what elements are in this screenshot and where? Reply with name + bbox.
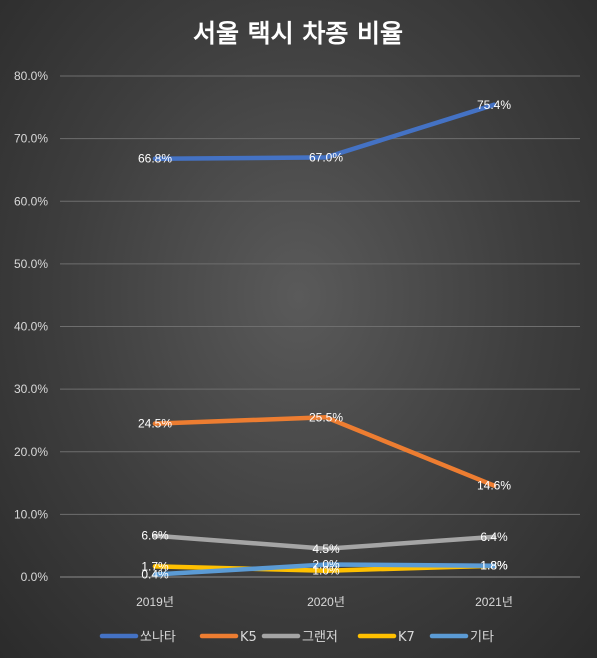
x-tick-label: 2020년 xyxy=(307,595,345,609)
y-tick-label: 50.0% xyxy=(14,257,48,271)
legend-label: 기타 xyxy=(470,630,494,645)
legend-item: 쏘나타 xyxy=(99,630,176,645)
data-point xyxy=(323,562,329,567)
legend-item: K5 xyxy=(199,630,257,645)
legend-item: K7 xyxy=(357,630,415,645)
chart-title: 서울 택시 차종 비율 xyxy=(193,19,403,48)
data-label: 75.4% xyxy=(477,98,511,112)
data-point xyxy=(323,568,329,573)
data-label: 6.4% xyxy=(480,530,508,544)
data-point xyxy=(152,533,158,538)
legend-item: 그랜저 xyxy=(261,630,338,645)
y-tick-label: 30.0% xyxy=(14,382,48,396)
y-tick-label: 80.0% xyxy=(14,69,48,83)
y-tick-label: 70.0% xyxy=(14,132,48,146)
data-label: 14.6% xyxy=(477,479,511,493)
data-label: 1.7% xyxy=(141,559,169,573)
data-point xyxy=(152,572,158,577)
data-point xyxy=(152,156,158,161)
legend: 쏘나타 K5 그랜저 K7 기타 xyxy=(99,630,494,645)
y-axis: 0.0% 10.0% 20.0% 30.0% 40.0% 50.0% 60.0% 70.0% 8… xyxy=(14,69,48,584)
data-label: 2.0% xyxy=(312,557,340,571)
y-tick-label: 10.0% xyxy=(14,507,48,521)
data-point xyxy=(491,483,497,488)
y-tick-label: 40.0% xyxy=(14,320,48,334)
data-label: 67.0% xyxy=(309,150,343,164)
data-label: 24.5% xyxy=(138,417,172,431)
data-point xyxy=(323,155,329,160)
data-label: 1.0% xyxy=(312,564,340,578)
data-point xyxy=(491,534,497,540)
y-tick-label: 20.0% xyxy=(14,445,48,459)
data-label: 6.6% xyxy=(141,529,169,543)
data-point xyxy=(491,102,497,108)
data-label: 1.8% xyxy=(480,559,508,573)
data-point xyxy=(323,546,329,552)
data-label: 0.4% xyxy=(141,567,169,581)
x-axis: 2019년 2020년 2021년 xyxy=(136,595,513,609)
data-label: 1.8% xyxy=(480,559,508,573)
data-point xyxy=(152,421,158,426)
data-labels: 66.8% 67.0% 75.4% 24.5% 25.5% 14.6% 6.6% 4.5% 6.… xyxy=(138,98,511,582)
series-lines xyxy=(152,102,497,577)
legend-label: K5 xyxy=(240,630,257,645)
gridlines xyxy=(60,75,580,578)
legend-label: K7 xyxy=(398,630,415,645)
x-tick-label: 2019년 xyxy=(136,595,174,609)
legend-label: 쏘나타 xyxy=(140,630,176,645)
legend-label: 그랜저 xyxy=(302,630,338,645)
data-point xyxy=(491,563,497,568)
y-tick-label: 60.0% xyxy=(14,194,48,208)
data-label: 4.5% xyxy=(312,542,340,556)
x-tick-label: 2021년 xyxy=(475,595,513,609)
y-tick-label: 0.0% xyxy=(21,570,49,584)
legend-item: 기타 xyxy=(429,630,494,645)
data-label: 25.5% xyxy=(309,410,343,424)
data-point xyxy=(323,415,329,420)
data-point xyxy=(152,564,158,569)
data-label: 66.8% xyxy=(138,152,172,166)
